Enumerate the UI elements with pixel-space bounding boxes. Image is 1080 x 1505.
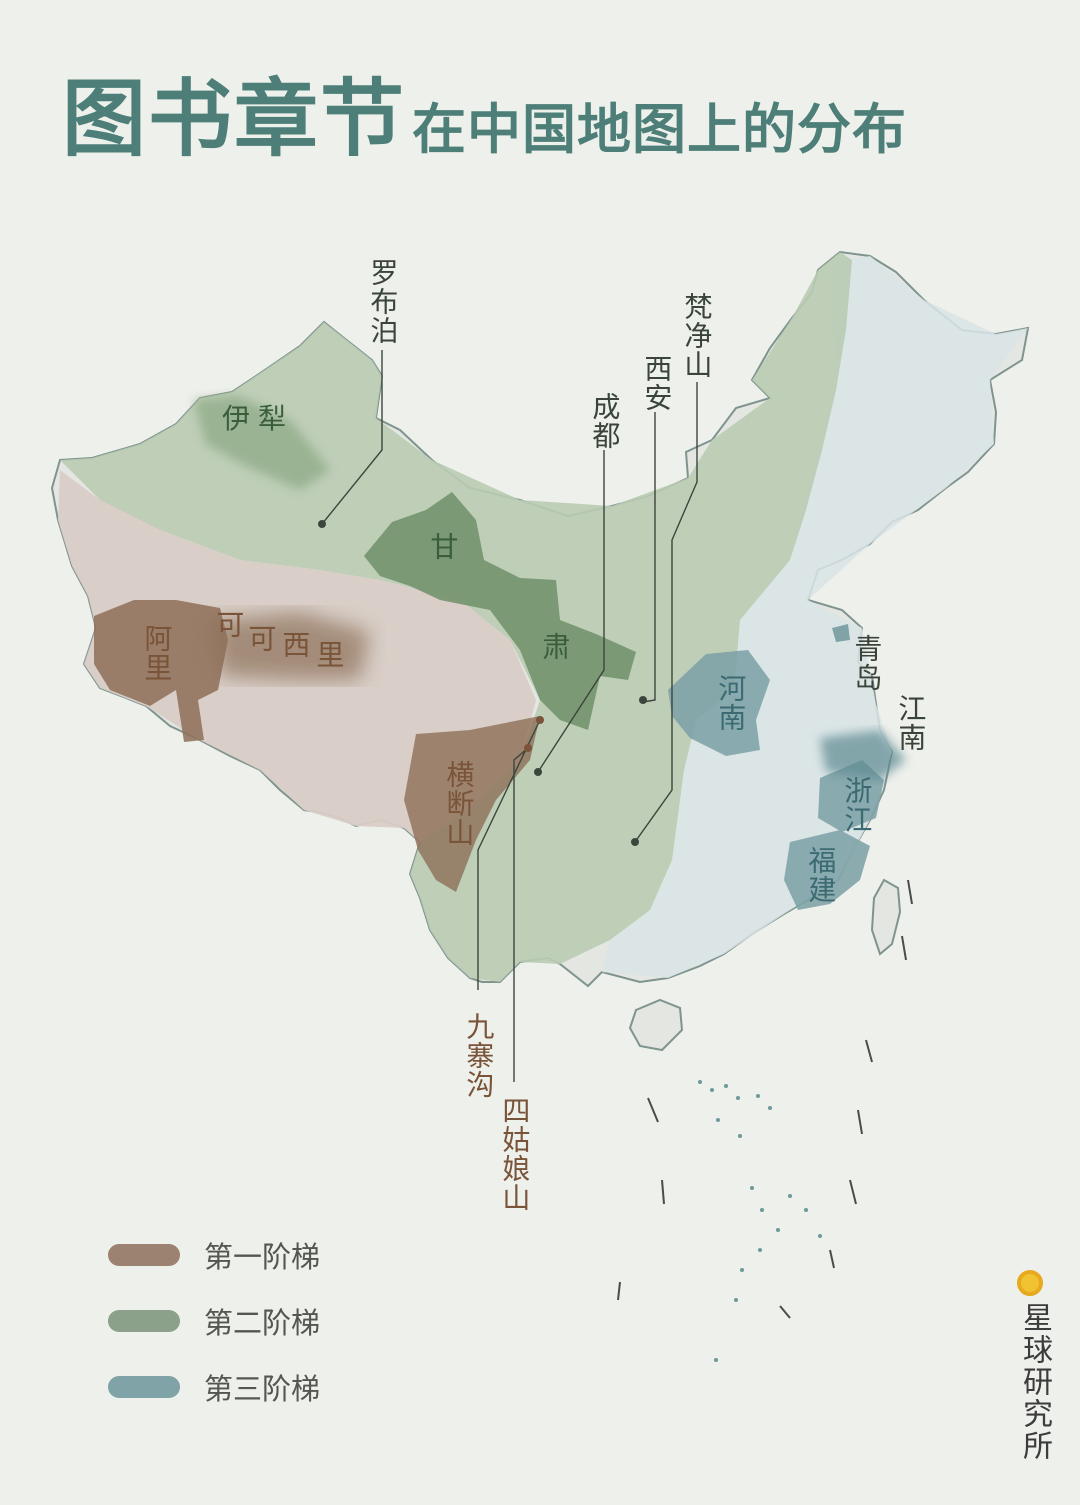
nine-dash-line	[617, 879, 913, 1319]
legend-label: 第一阶梯	[204, 1240, 321, 1274]
title-main: 图书章节	[62, 69, 407, 168]
legend-label: 第二阶梯	[204, 1306, 321, 1340]
fujian-region	[784, 830, 870, 910]
yili-region	[194, 396, 330, 490]
label-zhejiang: 浙江	[840, 776, 874, 834]
taiwan-island	[870, 878, 902, 956]
south-sea-islands	[698, 1080, 822, 1362]
label-fanjingshan: 梵净山	[680, 292, 714, 379]
label-chengdu: 成都	[588, 392, 622, 450]
legend-swatch	[108, 1376, 180, 1398]
ali-region	[94, 600, 228, 742]
page-title: 图书章节 在中国地图上的分布	[62, 52, 907, 173]
label-xian: 西安	[640, 354, 674, 412]
label-su: 肃	[538, 632, 572, 661]
gansu-region	[364, 492, 636, 730]
circle-logo-icon	[1017, 1270, 1043, 1296]
label-qingdao: 青岛	[850, 634, 884, 692]
legend-label: 第三阶梯	[204, 1372, 321, 1406]
label-kekexili-4: 里	[312, 640, 346, 669]
label-kekexili-2: 可	[244, 624, 278, 653]
callout-dots	[318, 520, 647, 846]
legend-item-step2: 第二阶梯	[108, 1288, 320, 1354]
label-henan: 河南	[714, 674, 748, 732]
legend-item-step3: 第三阶梯	[108, 1354, 320, 1420]
label-siguniangshan: 四姑娘山	[498, 1096, 532, 1212]
label-kekexili-3: 西	[278, 630, 312, 659]
label-gan: 甘	[426, 532, 460, 561]
henan-region	[668, 650, 770, 756]
label-fujian: 福建	[804, 846, 838, 904]
legend-item-step1: 第一阶梯	[108, 1222, 320, 1288]
jiangnan-region	[820, 730, 906, 780]
label-luobupo: 罗布泊	[366, 258, 400, 345]
legend-swatch	[108, 1310, 180, 1332]
legend: 第一阶梯 第二阶梯 第三阶梯	[108, 1222, 320, 1420]
step3-band	[602, 256, 1028, 978]
legend-swatch	[108, 1244, 180, 1266]
label-jiangnan: 江南	[894, 694, 928, 752]
label-kekexili-1: 可	[212, 610, 246, 639]
label-jiuzhaigou: 九寨沟	[462, 1012, 496, 1099]
title-sub: 在中国地图上的分布	[412, 97, 908, 161]
hainan-island	[628, 998, 684, 1052]
callout-lines	[321, 350, 698, 1082]
brand-name: 星球研究所	[1017, 1302, 1052, 1462]
label-ali: 阿里	[140, 624, 174, 682]
hengduan-region	[404, 716, 540, 892]
label-yili: 伊犁	[222, 402, 295, 435]
kekexili-region	[210, 612, 370, 680]
label-hengduanshan: 横断山	[442, 760, 476, 847]
brand: 星球研究所	[1012, 1270, 1052, 1462]
qingdao-spot	[832, 624, 850, 642]
